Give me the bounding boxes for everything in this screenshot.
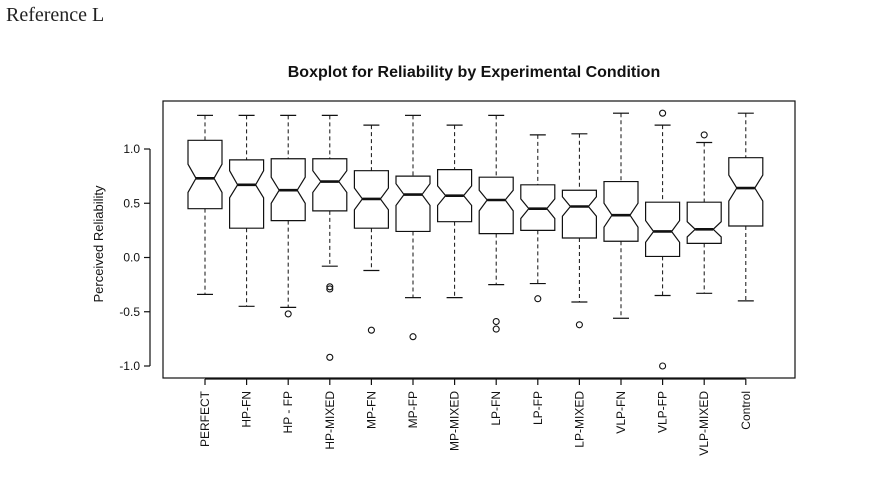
outlier-point (284, 310, 292, 318)
outlier-point (326, 283, 334, 291)
y-tick-label: -1.0 (119, 359, 140, 373)
box-lp-mixed (561, 133, 597, 329)
box-mp-mixed (437, 124, 473, 299)
box-body (686, 201, 722, 244)
y-tick-label: 0.5 (123, 196, 140, 210)
box-body (187, 139, 223, 210)
box-hp-fp (270, 114, 306, 318)
box-control (728, 112, 764, 302)
box-mp-fn (353, 124, 389, 334)
plot-frame (162, 100, 796, 379)
box-lp-fn (478, 114, 514, 333)
x-tick-label: VLP-FN (614, 391, 628, 434)
outlier-point (575, 321, 583, 329)
x-tick-label: LP-FP (531, 391, 545, 425)
x-tick-label: MP-FN (364, 391, 378, 429)
box-hp-mixed (312, 114, 348, 361)
box-perfect (187, 114, 223, 295)
box-mp-fp (395, 114, 431, 341)
outlier-point (492, 325, 500, 333)
box-body (312, 158, 348, 212)
x-tick-label: LP-FN (489, 391, 503, 426)
x-tick-label: HP-MIXED (323, 391, 337, 450)
y-axis-label: Perceived Reliability (91, 185, 106, 303)
reference-label: Reference L (6, 4, 105, 26)
x-tick-label: VLP-MIXED (697, 391, 711, 456)
outlier-point (492, 317, 500, 326)
outlier-point (367, 326, 375, 334)
box-hp-fn (229, 114, 265, 307)
y-axis: -1.0 -0.5 0.0 0.5 1.0 (119, 142, 151, 373)
x-tick-label: Control (739, 391, 753, 430)
box-body (395, 175, 431, 233)
box-body (478, 176, 514, 235)
x-tick-label: HP-FN (240, 391, 254, 428)
box-lp-fp (520, 134, 556, 303)
outlier-point (534, 295, 542, 303)
x-tick-label: MP-MIXED (448, 391, 462, 451)
box-vlp-fp (645, 109, 681, 370)
chart-title: Boxplot for Reliability by Experimental … (288, 64, 660, 81)
outlier-point (326, 353, 334, 361)
y-tick-label: 1.0 (123, 142, 140, 156)
box-body (645, 201, 681, 258)
box-vlp-mixed (686, 131, 722, 294)
x-tick-label: PERFECT (198, 390, 212, 447)
box-body (561, 189, 597, 239)
x-tick-label: HP - FP (281, 391, 295, 433)
x-tick-label: LP-MIXED (572, 391, 586, 448)
box-vlp-fn (603, 112, 639, 319)
outlier-point (700, 131, 708, 139)
y-tick-label: -0.5 (119, 305, 140, 319)
boxes-group (187, 109, 764, 370)
y-tick-label: 0.0 (123, 251, 140, 265)
x-tick-label: VLP-FP (656, 391, 670, 433)
box-body (603, 180, 639, 242)
box-body (728, 157, 764, 227)
outlier-point (409, 333, 417, 341)
outlier-point (659, 362, 667, 370)
outlier-point (326, 285, 334, 293)
x-axis: PERFECT HP-FN HP - FP HP-MIXED MP-FN MP-FP MP-… (198, 378, 753, 456)
x-tick-label: MP-FP (406, 391, 420, 428)
box-body (229, 159, 265, 229)
outlier-point (659, 109, 667, 117)
